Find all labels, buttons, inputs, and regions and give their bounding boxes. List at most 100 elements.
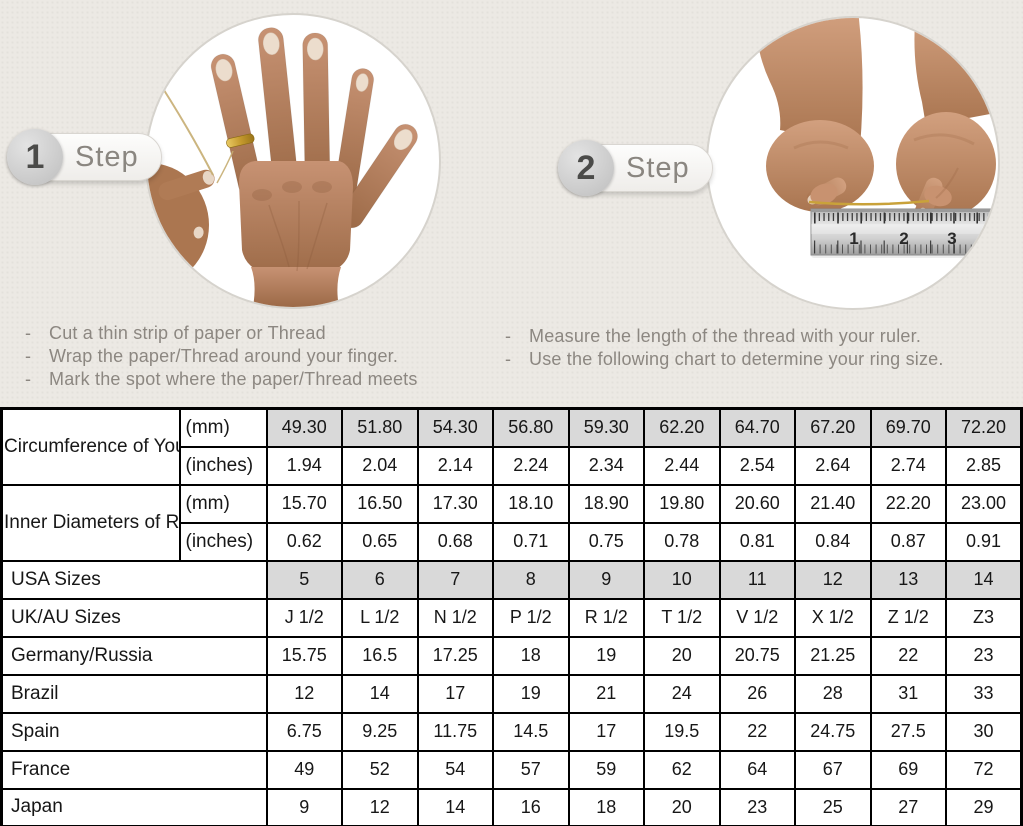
unit-cell: (inches) bbox=[178, 521, 268, 562]
value-cell: 5 bbox=[265, 559, 343, 600]
value-cell: 10 bbox=[643, 559, 721, 600]
value-cell: 22.20 bbox=[869, 483, 947, 524]
ruler: 1 2 3 bbox=[810, 208, 992, 258]
value-cell: 29 bbox=[945, 787, 1023, 826]
instruction-line: - Use the following chart to determine yo… bbox=[505, 348, 1020, 371]
ruler-number-1: 1 bbox=[849, 229, 858, 248]
value-cell: 22 bbox=[869, 635, 947, 676]
value-cell: 12 bbox=[265, 673, 343, 714]
value-cell: 62.20 bbox=[643, 407, 721, 448]
value-cell: 59.30 bbox=[567, 407, 645, 448]
value-cell: 22 bbox=[718, 711, 796, 752]
value-cell: 7 bbox=[416, 559, 494, 600]
ruler-number-3: 3 bbox=[947, 229, 956, 248]
value-cell: 49.30 bbox=[265, 407, 343, 448]
instruction-text: Wrap the paper/Thread around your finger… bbox=[49, 346, 399, 366]
value-cell: V 1/2 bbox=[718, 597, 796, 638]
value-cell: 2.24 bbox=[492, 445, 570, 486]
value-cell: 54.30 bbox=[416, 407, 494, 448]
value-cell: 30 bbox=[945, 711, 1023, 752]
table-row: Circumference of Your Finger(mm)49.3051.… bbox=[0, 407, 1023, 486]
value-cell: 19.5 bbox=[643, 711, 721, 752]
value-cell: 69.70 bbox=[869, 407, 947, 448]
step-1-instructions: - Cut a thin strip of paper or Thread - Wra… bbox=[25, 322, 495, 391]
value-cell: J 1/2 bbox=[265, 597, 343, 638]
ring-size-chart: Circumference of Your Finger(mm)49.3051.… bbox=[0, 407, 1023, 826]
instruction-text: Cut a thin strip of paper or Thread bbox=[49, 323, 326, 343]
ring-size-table: Circumference of Your Finger(mm)49.3051.… bbox=[0, 407, 1023, 826]
value-cell: 19 bbox=[492, 673, 570, 714]
step-1-photo bbox=[145, 13, 441, 309]
value-cell: N 1/2 bbox=[416, 597, 494, 638]
value-cell: 54 bbox=[416, 749, 494, 790]
value-cell: X 1/2 bbox=[794, 597, 872, 638]
table-row: Brazil 12 14 17 19 21 24 26 28 31 33 bbox=[0, 673, 1023, 714]
step-2-instructions: - Measure the length of the thread with y… bbox=[505, 325, 1020, 371]
value-cell: 17 bbox=[416, 673, 494, 714]
value-cell: 64 bbox=[718, 749, 796, 790]
value-cell: 18.90 bbox=[567, 483, 645, 524]
ruler-number-2: 2 bbox=[899, 229, 908, 248]
value-cell: 67 bbox=[794, 749, 872, 790]
value-cell: 15.70 bbox=[265, 483, 343, 524]
value-cell: 0.78 bbox=[643, 521, 721, 562]
value-cell: 56.80 bbox=[492, 407, 570, 448]
value-cell: 2.34 bbox=[567, 445, 645, 486]
instruction-line: - Measure the length of the thread with y… bbox=[505, 325, 1020, 348]
value-cell: 6 bbox=[341, 559, 419, 600]
right-hand bbox=[896, 18, 996, 220]
value-cell: 25 bbox=[794, 787, 872, 826]
value-cell: 52 bbox=[341, 749, 419, 790]
step-1-label: Step bbox=[75, 140, 139, 173]
value-cell: 69 bbox=[869, 749, 947, 790]
value-cell: 0.62 bbox=[265, 521, 343, 562]
table-row: UK/AU Sizes J 1/2 L 1/2 N 1/2 P 1/2 R 1/2 T 1/… bbox=[0, 597, 1023, 638]
instruction-line: - Wrap the paper/Thread around your finge… bbox=[25, 345, 495, 368]
bullet-dash: - bbox=[25, 346, 32, 366]
gold-thread bbox=[808, 199, 930, 206]
value-cell: 64.70 bbox=[718, 407, 796, 448]
value-cell: 27 bbox=[869, 787, 947, 826]
row-label: Germany/Russia bbox=[0, 635, 268, 676]
bullet-dash: - bbox=[25, 369, 32, 389]
value-cell: 17.30 bbox=[416, 483, 494, 524]
value-cell: 0.75 bbox=[567, 521, 645, 562]
instruction-text: Measure the length of the thread with yo… bbox=[529, 326, 922, 346]
value-cell: 9 bbox=[265, 787, 343, 826]
instruction-line: - Mark the spot where the paper/Thread me… bbox=[25, 368, 495, 391]
value-cell: 15.75 bbox=[265, 635, 343, 676]
value-cell: 16.5 bbox=[341, 635, 419, 676]
bullet-dash: - bbox=[25, 323, 32, 343]
table-row: (inches) 1.94 2.04 2.14 2.24 2.34 2.44 2.54 2.64… bbox=[2, 445, 1023, 486]
value-cell: 2.64 bbox=[794, 445, 872, 486]
bullet-dash: - bbox=[505, 349, 512, 369]
row-label: France bbox=[0, 749, 268, 790]
value-cell: 16.50 bbox=[341, 483, 419, 524]
value-cell: 17 bbox=[567, 711, 645, 752]
value-cell: 21 bbox=[567, 673, 645, 714]
value-cell: 21.25 bbox=[794, 635, 872, 676]
value-cell: 6.75 bbox=[265, 711, 343, 752]
table-row: Inner Diameters of Rings(mm)15.7016.5017… bbox=[0, 483, 1023, 562]
instruction-line: - Cut a thin strip of paper or Thread bbox=[25, 322, 495, 345]
value-cell: 57 bbox=[492, 749, 570, 790]
row-label: UK/AU Sizes bbox=[0, 597, 268, 638]
value-cell: 0.91 bbox=[945, 521, 1023, 562]
value-cell: 24.75 bbox=[794, 711, 872, 752]
ring-size-table-body: Circumference of Your Finger(mm)49.3051.… bbox=[0, 407, 1023, 826]
value-cell: 20 bbox=[643, 787, 721, 826]
value-cell: 19.80 bbox=[643, 483, 721, 524]
value-cell: 11 bbox=[718, 559, 796, 600]
value-cell: P 1/2 bbox=[492, 597, 570, 638]
table-row: (inches) 0.62 0.65 0.68 0.71 0.75 0.78 0.81 0.84… bbox=[2, 521, 1023, 562]
value-cell: 49 bbox=[265, 749, 343, 790]
unit-cell: (mm) bbox=[178, 407, 268, 448]
table-row: USA Sizes 5 6 7 8 9 10 11 12 13 14 bbox=[0, 559, 1023, 600]
value-cell: 19 bbox=[567, 635, 645, 676]
step-1-number: 1 bbox=[7, 129, 63, 185]
step-1-badge: 1 Step bbox=[7, 129, 162, 185]
value-cell: 62 bbox=[643, 749, 721, 790]
row-label: Japan bbox=[0, 787, 268, 826]
value-cell: Z 1/2 bbox=[869, 597, 947, 638]
